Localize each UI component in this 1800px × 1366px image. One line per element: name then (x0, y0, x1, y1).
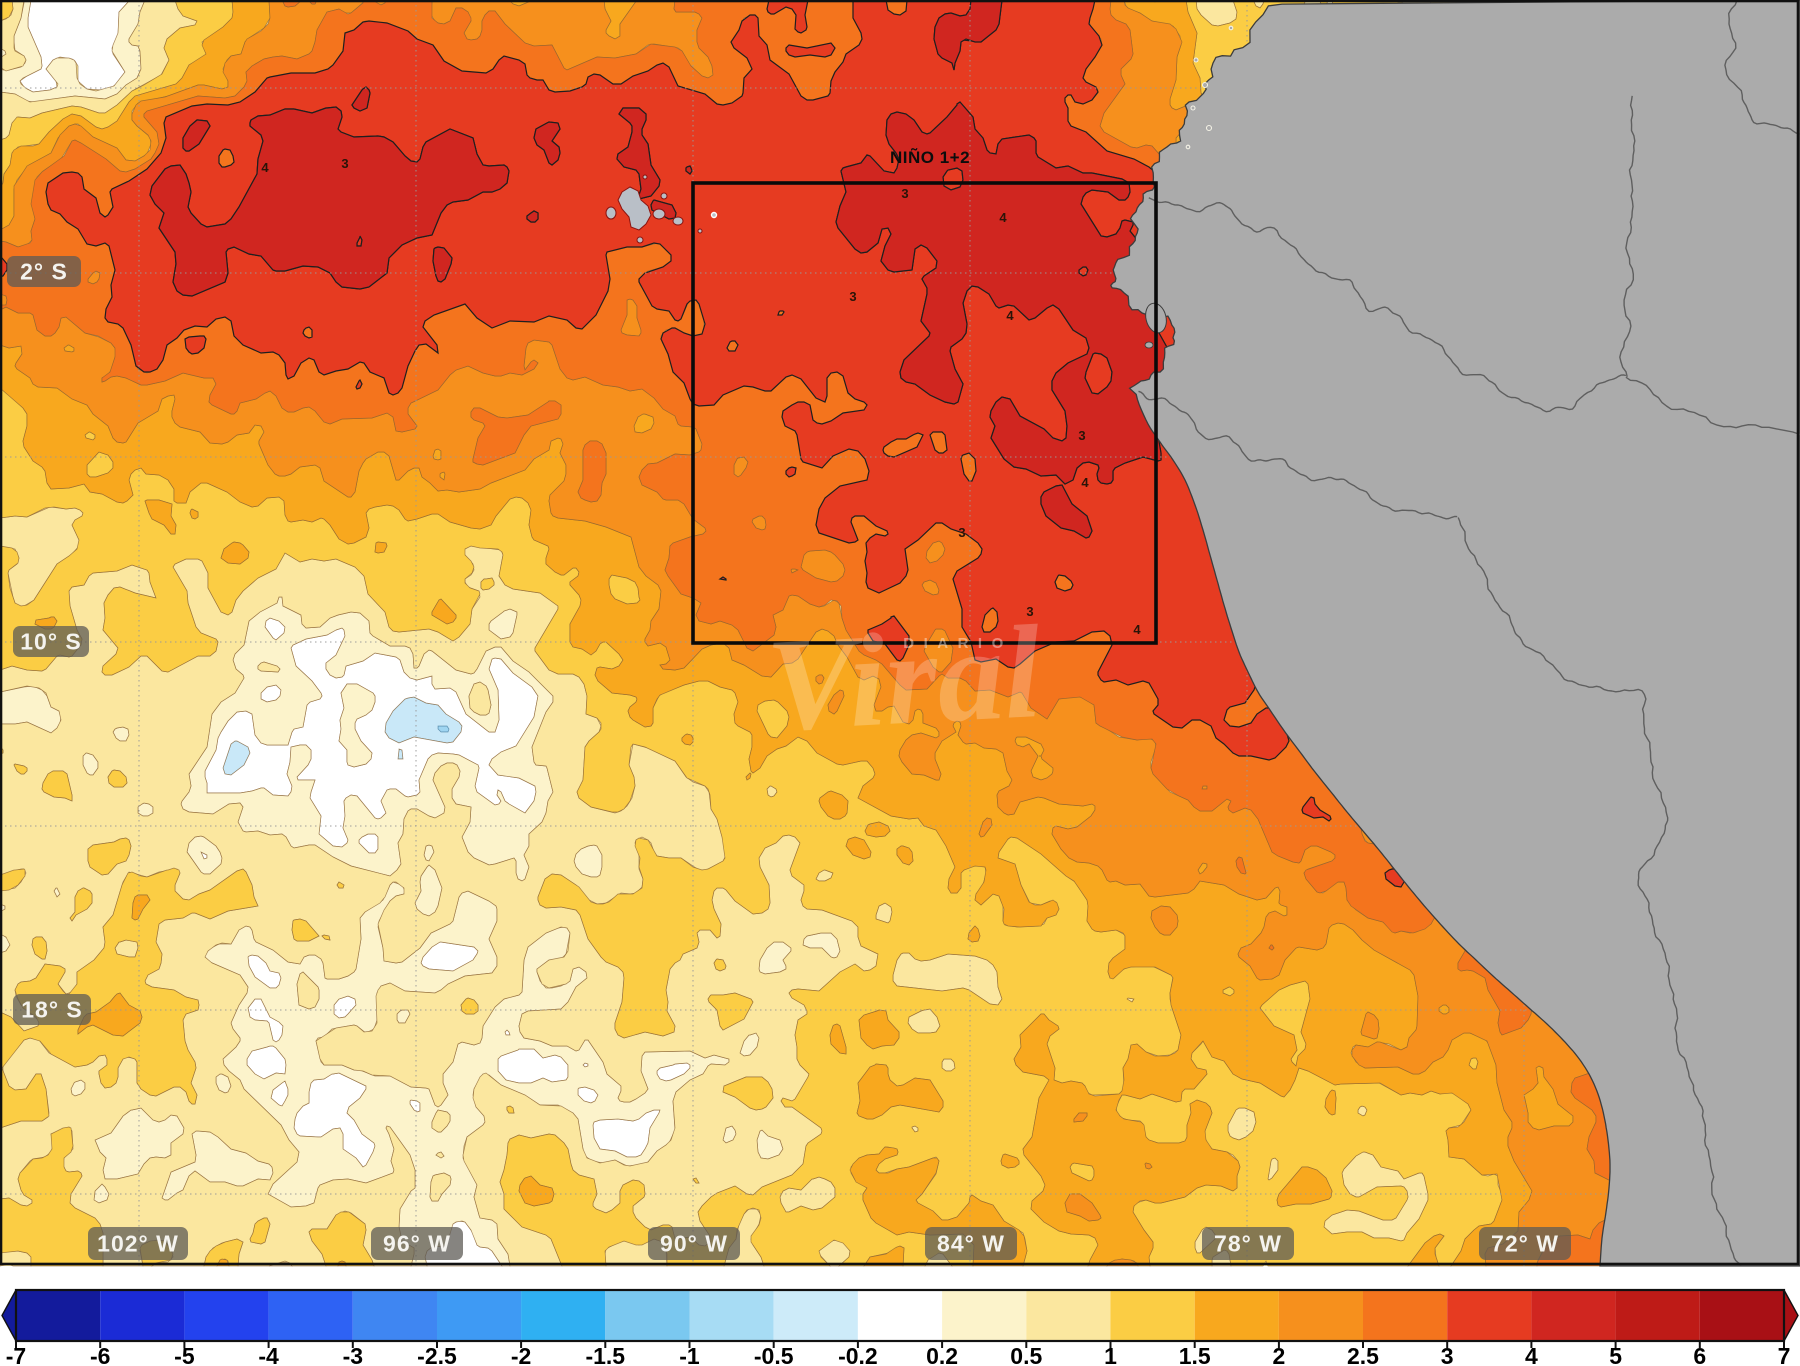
svg-text:-0.5: -0.5 (754, 1343, 794, 1366)
svg-text:18° S: 18° S (21, 997, 83, 1023)
svg-text:3: 3 (901, 186, 908, 201)
svg-text:-5: -5 (174, 1343, 195, 1366)
svg-text:-1: -1 (679, 1343, 700, 1366)
svg-text:6: 6 (1693, 1343, 1706, 1366)
svg-text:96° W: 96° W (383, 1231, 451, 1257)
svg-text:72° W: 72° W (1491, 1231, 1559, 1257)
svg-text:-1.5: -1.5 (585, 1343, 625, 1366)
svg-text:3: 3 (1026, 604, 1033, 619)
svg-text:3: 3 (849, 289, 856, 304)
svg-text:4: 4 (1081, 475, 1089, 490)
svg-text:4: 4 (1525, 1343, 1538, 1366)
svg-text:4: 4 (1006, 308, 1014, 323)
svg-text:NIÑO 1+2: NIÑO 1+2 (890, 147, 970, 167)
svg-text:-0.2: -0.2 (838, 1343, 878, 1366)
svg-text:2° S: 2° S (20, 259, 68, 285)
svg-text:78° W: 78° W (1214, 1231, 1282, 1257)
svg-text:10° S: 10° S (20, 629, 82, 655)
svg-text:4: 4 (261, 160, 269, 175)
svg-text:1: 1 (1104, 1343, 1117, 1366)
svg-text:2: 2 (1273, 1343, 1286, 1366)
svg-text:3: 3 (1078, 428, 1085, 443)
svg-text:2.5: 2.5 (1347, 1343, 1379, 1366)
svg-text:4: 4 (999, 210, 1007, 225)
svg-text:1.5: 1.5 (1179, 1343, 1211, 1366)
svg-text:-3: -3 (343, 1343, 363, 1366)
svg-text:-2.5: -2.5 (417, 1343, 457, 1366)
svg-text:-4: -4 (258, 1343, 279, 1366)
svg-text:3: 3 (1441, 1343, 1454, 1366)
svg-text:5: 5 (1609, 1343, 1622, 1366)
svg-text:0.5: 0.5 (1010, 1343, 1042, 1366)
svg-text:-2: -2 (511, 1343, 531, 1366)
svg-text:DIARIO: DIARIO (903, 635, 1013, 652)
svg-text:-7: -7 (6, 1343, 26, 1366)
svg-text:90° W: 90° W (660, 1231, 728, 1257)
svg-text:4: 4 (1133, 622, 1141, 637)
svg-text:7: 7 (1778, 1343, 1791, 1366)
svg-text:Viral: Viral (763, 597, 1044, 759)
svg-text:84° W: 84° W (937, 1231, 1005, 1257)
svg-text:3: 3 (958, 525, 965, 540)
svg-text:0.2: 0.2 (926, 1343, 958, 1366)
svg-text:102° W: 102° W (97, 1231, 179, 1257)
svg-text:-6: -6 (90, 1343, 110, 1366)
svg-text:3: 3 (341, 156, 348, 171)
